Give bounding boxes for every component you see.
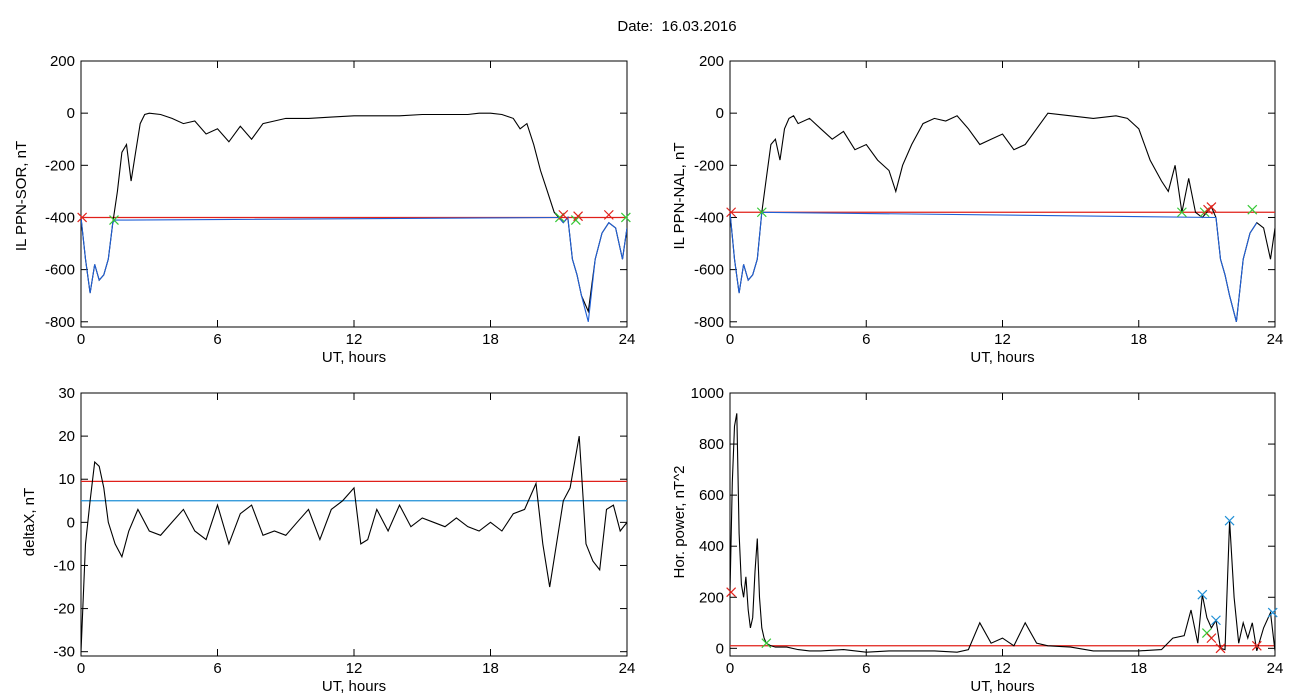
y-tick-label: -600 (694, 262, 724, 279)
plot-frame (729, 392, 1276, 657)
y-tick-label: 30 (58, 385, 75, 402)
cross-marker (726, 207, 737, 218)
cross-marker (1224, 515, 1235, 526)
y-tick-label: 200 (699, 53, 724, 70)
y-tick-label: 0 (716, 640, 724, 657)
series-line (81, 436, 627, 652)
xlabel-il-sor: UT, hours (322, 349, 386, 366)
x-tick-label: 18 (482, 331, 499, 348)
panel-il-nal: 0 6 12 18 24 200 0 -200 -400 -600 -800 IL PPN-NAL, … (671, 53, 1283, 366)
y-tick-label: 600 (699, 487, 724, 504)
cross-marker (1197, 589, 1208, 600)
y-tick-label: -800 (45, 314, 75, 331)
x-tick-label: 6 (213, 331, 221, 348)
panel-deltax: 0 6 12 18 24 30 20 10 0 -10 -20 -30 deltaX, nT UT, ho… (21, 385, 635, 695)
x-tick-label: 24 (619, 331, 636, 348)
y-tick-label: 200 (50, 53, 75, 70)
xlabel-il-nal: UT, hours (970, 349, 1034, 366)
x-tick-label: 0 (77, 331, 85, 348)
y-tick-label: -400 (45, 209, 75, 226)
cross-marker (1215, 643, 1226, 654)
cross-marker (1206, 202, 1217, 212)
panel-il-sor: 0 6 12 18 24 200 0 -200 -400 -600 -800 IL PPN-SOR, … (13, 53, 635, 366)
xlabel-deltax: UT, hours (322, 678, 386, 695)
x-tick-label: 0 (77, 660, 85, 677)
x-tick-label: 24 (619, 660, 636, 677)
cross-marker (620, 212, 631, 223)
plot-frame (80, 392, 628, 657)
cross-marker (1211, 615, 1221, 626)
x-tick-label: 24 (1267, 331, 1284, 348)
cross-marker (603, 209, 614, 220)
ylabel-hor-power: Hor. power, nT^2 (671, 466, 688, 579)
x-tick-label: 24 (1267, 660, 1284, 677)
x-tick-label: 12 (346, 660, 363, 677)
x-tick-label: 6 (213, 660, 221, 677)
ylabel-il-sor: IL PPN-SOR, nT (13, 141, 30, 251)
cross-marker (1206, 633, 1217, 644)
cross-marker (1176, 207, 1187, 218)
y-tick-label: 0 (716, 105, 724, 122)
y-tick-label: -200 (45, 157, 75, 174)
cross-marker (1247, 204, 1258, 215)
y-tick-label: -20 (53, 601, 75, 618)
y-tick-label: 200 (699, 589, 724, 606)
panel-hor-power: 0 6 12 18 24 1000 800 600 400 200 0 Hor. power, nT^… (671, 385, 1283, 695)
cross-marker (761, 638, 772, 649)
y-tick-label: 0 (67, 514, 75, 531)
series-line (730, 211, 1258, 322)
cross-marker (558, 209, 569, 220)
x-tick-label: 18 (482, 660, 499, 677)
plot-frame (80, 60, 628, 328)
y-tick-label: 20 (58, 428, 75, 445)
x-tick-label: 0 (726, 331, 734, 348)
series-line (730, 112, 1275, 322)
series-line (81, 112, 627, 314)
y-tick-label: 0 (67, 105, 75, 122)
ylabel-deltax: deltaX, nT (21, 488, 38, 556)
cross-marker (1267, 607, 1278, 618)
ylabel-il-nal: IL PPN-NAL, nT (671, 143, 688, 250)
cross-marker (109, 215, 119, 226)
y-tick-label: -800 (694, 314, 724, 331)
page-title: Date: 16.03.2016 (617, 18, 737, 35)
y-tick-label: 1000 (691, 385, 724, 402)
y-tick-label: -200 (694, 157, 724, 174)
x-tick-label: 6 (862, 331, 870, 348)
xlabel-hor-power: UT, hours (970, 678, 1034, 695)
cross-marker (77, 212, 88, 223)
y-tick-label: 10 (58, 471, 75, 488)
y-tick-label: -10 (53, 557, 75, 574)
y-tick-label: -30 (53, 644, 75, 661)
x-tick-label: 12 (994, 660, 1011, 677)
plot-frame (729, 60, 1276, 328)
y-tick-label: -600 (45, 262, 75, 279)
y-tick-label: 400 (699, 538, 724, 555)
x-tick-label: 0 (726, 660, 734, 677)
x-tick-label: 18 (1130, 331, 1147, 348)
cross-marker (1251, 640, 1262, 651)
y-tick-label: -400 (694, 209, 724, 226)
x-tick-label: 18 (1130, 660, 1147, 677)
series-line (81, 216, 627, 322)
series-line (730, 413, 1275, 653)
x-tick-label: 6 (862, 660, 870, 677)
cross-marker (726, 587, 737, 598)
cross-marker (756, 207, 767, 218)
y-tick-label: 800 (699, 436, 724, 453)
cross-marker (573, 211, 584, 222)
x-tick-label: 12 (346, 331, 363, 348)
x-tick-label: 12 (994, 331, 1011, 348)
